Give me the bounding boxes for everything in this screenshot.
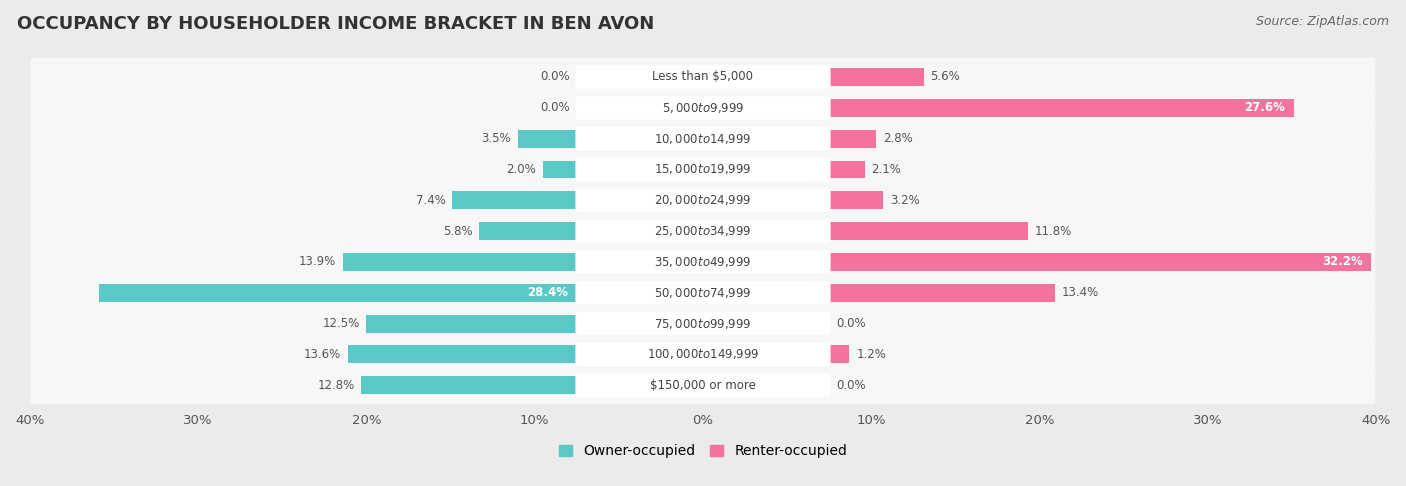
FancyBboxPatch shape [31,212,1375,250]
FancyBboxPatch shape [31,58,1375,96]
Text: $5,000 to $9,999: $5,000 to $9,999 [662,101,744,115]
FancyBboxPatch shape [31,366,1375,404]
FancyBboxPatch shape [31,243,1375,281]
Text: $75,000 to $99,999: $75,000 to $99,999 [654,316,752,330]
Bar [367,314,576,332]
Text: $10,000 to $14,999: $10,000 to $14,999 [654,132,752,146]
Bar [453,191,576,209]
Text: 13.6%: 13.6% [304,348,342,361]
Text: 0.0%: 0.0% [540,101,569,114]
Text: $15,000 to $19,999: $15,000 to $19,999 [654,162,752,176]
Bar [98,284,576,302]
Text: 3.2%: 3.2% [890,194,920,207]
FancyBboxPatch shape [575,312,831,335]
Text: 13.9%: 13.9% [299,256,336,268]
Bar [517,130,576,148]
Text: 12.5%: 12.5% [322,317,360,330]
Bar [361,376,576,394]
FancyBboxPatch shape [31,335,1375,374]
Bar [343,253,576,271]
FancyBboxPatch shape [575,281,831,304]
FancyBboxPatch shape [31,274,1375,312]
Bar [830,99,1294,117]
FancyBboxPatch shape [31,304,1375,343]
Text: 12.8%: 12.8% [318,379,354,392]
FancyBboxPatch shape [575,96,831,120]
Text: 2.8%: 2.8% [883,132,912,145]
Text: $20,000 to $24,999: $20,000 to $24,999 [654,193,752,208]
FancyBboxPatch shape [575,158,831,181]
FancyBboxPatch shape [575,65,831,89]
FancyBboxPatch shape [575,250,831,274]
Legend: Owner-occupied, Renter-occupied: Owner-occupied, Renter-occupied [558,444,848,458]
FancyBboxPatch shape [31,150,1375,189]
Text: 28.4%: 28.4% [527,286,568,299]
Text: 2.1%: 2.1% [872,163,901,176]
Text: 1.2%: 1.2% [856,348,886,361]
Bar [479,222,576,240]
Text: 0.0%: 0.0% [540,70,569,84]
Bar [830,68,924,86]
Text: 0.0%: 0.0% [837,317,866,330]
Bar [830,160,865,178]
Text: 2.0%: 2.0% [506,163,536,176]
Bar [830,253,1371,271]
Bar [830,346,849,364]
Text: $25,000 to $34,999: $25,000 to $34,999 [654,224,752,238]
Bar [543,160,576,178]
Text: $100,000 to $149,999: $100,000 to $149,999 [647,347,759,362]
FancyBboxPatch shape [575,189,831,212]
Text: 7.4%: 7.4% [416,194,446,207]
Text: 0.0%: 0.0% [837,379,866,392]
FancyBboxPatch shape [575,127,831,150]
FancyBboxPatch shape [575,219,831,243]
Bar [830,191,883,209]
Text: 11.8%: 11.8% [1035,225,1071,238]
Bar [830,284,1054,302]
FancyBboxPatch shape [31,181,1375,219]
FancyBboxPatch shape [575,374,831,397]
FancyBboxPatch shape [31,89,1375,127]
Text: OCCUPANCY BY HOUSEHOLDER INCOME BRACKET IN BEN AVON: OCCUPANCY BY HOUSEHOLDER INCOME BRACKET … [17,15,654,33]
Text: $150,000 or more: $150,000 or more [650,379,756,392]
Text: $50,000 to $74,999: $50,000 to $74,999 [654,286,752,300]
Text: 3.5%: 3.5% [481,132,512,145]
Text: Less than $5,000: Less than $5,000 [652,70,754,84]
Bar [347,346,576,364]
Text: 5.6%: 5.6% [931,70,960,84]
Text: 27.6%: 27.6% [1244,101,1285,114]
FancyBboxPatch shape [31,120,1375,158]
Text: Source: ZipAtlas.com: Source: ZipAtlas.com [1256,15,1389,28]
Text: 32.2%: 32.2% [1322,256,1362,268]
Bar [830,130,876,148]
Text: 5.8%: 5.8% [443,225,472,238]
Text: $35,000 to $49,999: $35,000 to $49,999 [654,255,752,269]
FancyBboxPatch shape [575,343,831,366]
Text: 13.4%: 13.4% [1062,286,1098,299]
Bar [830,222,1028,240]
